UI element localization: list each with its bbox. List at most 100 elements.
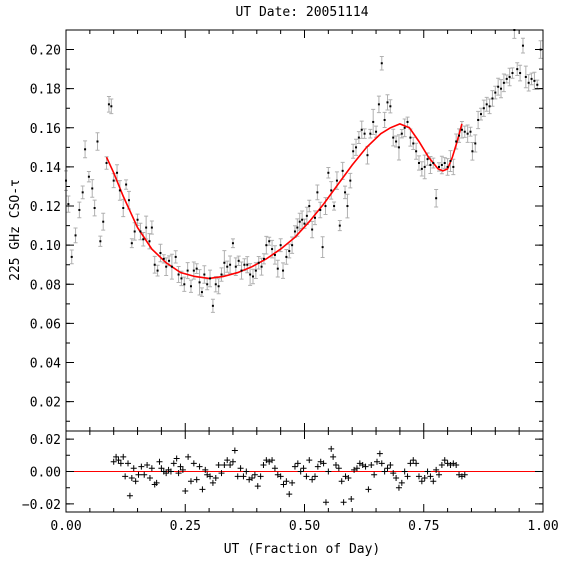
data-point xyxy=(260,265,263,268)
data-point xyxy=(81,191,84,194)
y-tick-label: 0.18 xyxy=(30,83,61,98)
residual-point xyxy=(294,460,301,467)
data-point xyxy=(91,187,94,190)
residual-point xyxy=(229,458,236,465)
data-point xyxy=(344,191,347,194)
data-point xyxy=(203,273,206,276)
data-point xyxy=(316,191,319,194)
data-point xyxy=(237,259,240,262)
residual-point xyxy=(148,465,155,472)
data-point xyxy=(409,136,412,139)
residual-point xyxy=(120,453,127,460)
data-point xyxy=(243,263,246,266)
y-tick-label: 0.12 xyxy=(30,200,61,215)
residual-point xyxy=(418,478,425,485)
data-point xyxy=(105,162,108,165)
data-point xyxy=(145,226,148,229)
residual-point xyxy=(185,453,192,460)
residual-point xyxy=(297,468,304,475)
main-points xyxy=(65,29,542,307)
x-tick-label: 0.00 xyxy=(50,519,81,534)
data-point xyxy=(536,83,539,86)
data-point xyxy=(341,169,344,172)
data-point xyxy=(118,189,121,192)
data-point xyxy=(156,269,159,272)
data-point xyxy=(189,285,192,288)
data-point xyxy=(458,134,461,137)
y-tick-label: 0.04 xyxy=(30,357,61,372)
data-point xyxy=(327,171,330,174)
residual-point xyxy=(126,492,133,499)
data-point xyxy=(527,81,530,84)
residual-point xyxy=(117,460,124,467)
data-point xyxy=(251,275,254,278)
data-point xyxy=(285,255,288,258)
data-point xyxy=(180,277,183,280)
residual-point xyxy=(212,474,219,481)
data-point xyxy=(466,132,469,135)
y-tick-label: 0.10 xyxy=(30,239,61,254)
residual-y-tick-label: −0.02 xyxy=(22,498,61,513)
x-tick-label: 0.75 xyxy=(408,519,439,534)
data-point xyxy=(78,208,81,211)
data-point xyxy=(214,283,217,286)
data-point xyxy=(519,72,522,75)
residual-point xyxy=(374,458,381,465)
data-point xyxy=(319,208,322,211)
data-point xyxy=(377,103,380,106)
data-point xyxy=(474,142,477,145)
y-tick-label: 0.14 xyxy=(30,161,61,176)
data-point xyxy=(209,277,212,280)
residual-point xyxy=(170,460,177,467)
residual-point xyxy=(163,470,170,477)
data-point xyxy=(125,183,128,186)
data-point xyxy=(443,162,446,165)
data-point xyxy=(139,230,142,233)
residual-point xyxy=(128,474,135,481)
data-point xyxy=(130,242,133,245)
data-point xyxy=(324,205,327,208)
residual-point xyxy=(224,457,231,464)
data-point xyxy=(429,163,432,166)
residual-point xyxy=(404,473,411,480)
data-point xyxy=(346,205,349,208)
data-point xyxy=(217,285,220,288)
data-point xyxy=(195,267,198,270)
data-point xyxy=(303,222,306,225)
data-point xyxy=(508,75,511,78)
data-point xyxy=(223,261,226,264)
data-point xyxy=(231,242,234,245)
data-point xyxy=(355,146,358,149)
residual-point xyxy=(218,470,225,477)
data-point xyxy=(412,142,415,145)
residual-point xyxy=(421,474,428,481)
residual-point xyxy=(280,481,287,488)
y-tick-label: 0.08 xyxy=(30,278,61,293)
residual-point xyxy=(260,462,267,469)
data-point xyxy=(366,154,369,157)
data-point xyxy=(349,179,352,182)
data-point xyxy=(293,230,296,233)
data-point xyxy=(403,126,406,129)
residual-point xyxy=(368,462,375,469)
residual-point xyxy=(221,462,228,469)
residual-point xyxy=(144,462,151,469)
data-point xyxy=(432,162,435,165)
residual-point xyxy=(441,457,448,464)
residual-point xyxy=(413,460,420,467)
residual-point xyxy=(167,468,174,475)
main-x-ticks xyxy=(65,30,544,431)
residual-point xyxy=(115,457,122,464)
data-point xyxy=(206,283,209,286)
residual-point xyxy=(325,468,332,475)
residual-point xyxy=(257,473,264,480)
data-point xyxy=(338,224,341,227)
residual-point xyxy=(122,473,129,480)
data-point xyxy=(200,291,203,294)
residual-point xyxy=(376,450,383,457)
data-point xyxy=(305,214,308,217)
data-point xyxy=(254,269,257,272)
data-point xyxy=(369,132,372,135)
data-point xyxy=(107,103,110,106)
data-point xyxy=(308,205,311,208)
